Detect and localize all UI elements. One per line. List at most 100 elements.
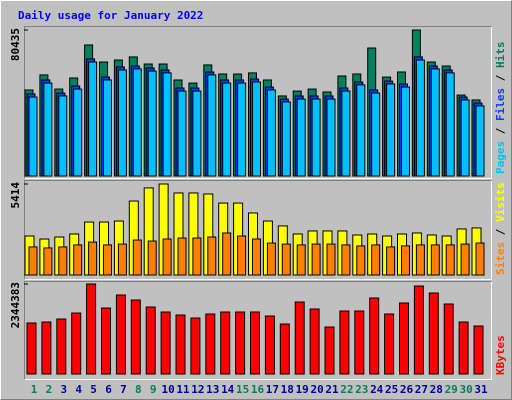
x-tick-label: 28 — [430, 383, 443, 396]
bar — [415, 59, 425, 177]
bar — [473, 325, 484, 375]
x-tick-label: 12 — [191, 383, 204, 396]
bar — [222, 82, 232, 177]
legend-separator: / — [494, 222, 507, 242]
bar — [147, 240, 157, 276]
chart-title: Daily usage for January 2022 — [18, 9, 203, 22]
bar — [445, 72, 455, 177]
bar — [28, 96, 38, 177]
legend: KBytes — [494, 335, 507, 375]
bar — [175, 314, 186, 375]
bar — [101, 307, 111, 375]
panel-light — [24, 281, 492, 380]
bar — [147, 70, 157, 177]
x-tick-label: 24 — [370, 383, 384, 396]
bar — [413, 285, 424, 375]
bar — [56, 318, 67, 375]
bar — [162, 238, 172, 276]
x-tick-label: 31 — [474, 383, 488, 396]
bar — [341, 244, 351, 276]
bar — [222, 232, 232, 276]
x-tick-label: 29 — [445, 383, 458, 396]
panel-light — [24, 180, 492, 280]
bar — [279, 323, 290, 375]
bar — [88, 61, 98, 177]
x-tick-label: 26 — [400, 383, 414, 396]
bar — [252, 81, 261, 177]
x-tick-label: 17 — [266, 383, 279, 396]
bar — [73, 88, 83, 177]
bar — [369, 297, 380, 375]
bar — [71, 312, 82, 375]
bar — [371, 244, 381, 276]
bar — [326, 243, 336, 276]
x-tick-label: 27 — [415, 383, 428, 396]
bar — [132, 239, 142, 276]
bar — [430, 244, 440, 276]
bar — [266, 242, 276, 276]
bar — [266, 89, 276, 177]
bar — [117, 243, 127, 276]
legend-entry: Hits — [494, 42, 507, 69]
bar — [117, 69, 127, 177]
bar — [428, 292, 439, 375]
legend: Pages / Files / Hits — [494, 42, 507, 175]
bar — [132, 68, 142, 177]
legend-entry: Sites — [494, 242, 507, 275]
x-tick-label: 5 — [90, 383, 97, 396]
bar — [162, 72, 172, 177]
bar — [311, 98, 321, 177]
bar — [58, 95, 68, 177]
x-tick-label: 18 — [281, 383, 294, 396]
x-tick-label: 15 — [236, 383, 249, 396]
bar — [237, 82, 247, 177]
x-tick-label: 23 — [355, 383, 368, 396]
bar — [207, 74, 217, 177]
x-tick-label: 19 — [296, 383, 309, 396]
bar — [58, 246, 68, 276]
bar — [252, 238, 261, 276]
x-tick-label: 3 — [60, 383, 67, 396]
bar — [401, 245, 410, 276]
bar — [88, 241, 98, 276]
bar — [28, 246, 38, 276]
bar — [475, 105, 485, 177]
bar — [294, 301, 305, 375]
bar — [103, 244, 112, 276]
bar — [415, 244, 425, 276]
legend: Sites / Visits — [494, 182, 507, 275]
bar — [296, 98, 306, 177]
legend-entry: Files — [494, 88, 507, 121]
x-tick-label: 21 — [325, 383, 339, 396]
bar — [356, 245, 366, 276]
panel-dark — [24, 281, 492, 380]
bar — [237, 235, 247, 276]
legend-separator: / — [494, 68, 507, 88]
bar — [458, 321, 469, 375]
bar — [145, 306, 156, 375]
legend-entry: KBytes — [494, 335, 507, 375]
bar — [192, 90, 202, 177]
bar — [386, 246, 396, 276]
bar — [86, 283, 97, 375]
bar — [339, 310, 350, 375]
bar — [445, 244, 455, 276]
x-tick-label: 10 — [161, 383, 174, 396]
x-tick-label: 6 — [105, 383, 112, 396]
bar — [281, 101, 291, 177]
x-tick-label: 1 — [31, 383, 38, 396]
x-tick-label: 20 — [310, 383, 323, 396]
legend-separator: / — [494, 121, 507, 141]
bar — [309, 308, 320, 375]
bar — [324, 326, 335, 375]
x-tick-label: 16 — [251, 383, 265, 396]
bar — [220, 311, 231, 375]
x-tick-label: 8 — [135, 383, 142, 396]
legend-entry: Pages — [494, 141, 507, 174]
bar — [192, 237, 202, 276]
y-tick-label: 80435 — [9, 28, 22, 61]
bar — [460, 243, 470, 276]
x-tick-label: 4 — [75, 383, 82, 396]
